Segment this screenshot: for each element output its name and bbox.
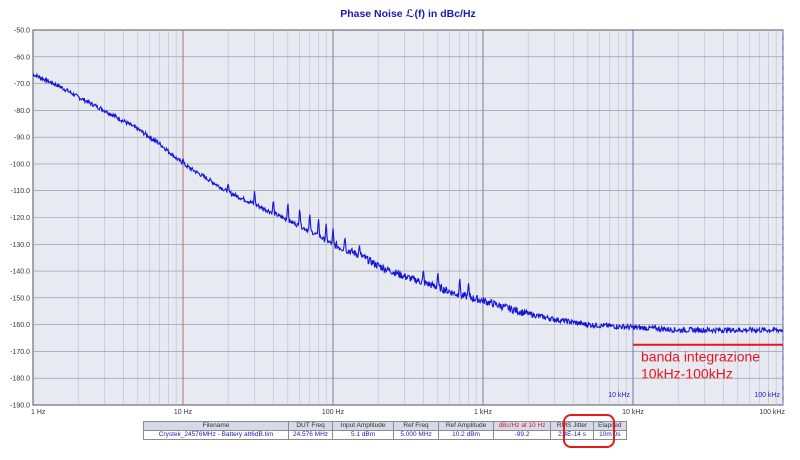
- y-tick-label: -130.0: [10, 242, 30, 249]
- y-tick-label: -120.0: [10, 215, 30, 222]
- annotation-line-1: banda integrazione: [641, 349, 760, 365]
- y-tick-label: -140.0: [10, 269, 30, 276]
- phase-noise-trace: [33, 72, 784, 335]
- y-tick-label: -100.0: [10, 161, 30, 168]
- header-dbc-at-10hz: dBc/Hz at 10 Hz: [493, 421, 552, 431]
- y-tick-label: -170.0: [10, 349, 30, 356]
- summary-value-row: Crystek_24576MHz - Battery att6dB.tim 24…: [143, 430, 627, 440]
- x-tick-label: 100 Hz: [322, 409, 345, 416]
- value-elapsed: 10m 0s: [593, 430, 627, 440]
- y-tick-label: -190.0: [10, 403, 30, 410]
- value-input-amplitude: 5.1 dBm: [332, 430, 395, 440]
- y-tick-label: -50.0: [14, 28, 30, 35]
- y-tick-label: -80.0: [14, 108, 30, 115]
- marker-label: 10 kHz: [608, 392, 630, 399]
- measurement-summary-table: Filename DUT Freq Input Amplitude Ref Fr…: [143, 421, 627, 440]
- x-tick-labels: 1 Hz 10 Hz 100 Hz 1 kHz 10 kHz 100 kHz: [31, 409, 785, 416]
- y-tick-label: -150.0: [10, 295, 30, 302]
- x-tick-label: 10 Hz: [174, 409, 193, 416]
- header-dut-freq: DUT Freq: [287, 421, 334, 431]
- annotation-line-2: 10kHz-100kHz: [641, 366, 733, 382]
- y-tick-label: -70.0: [14, 81, 30, 88]
- x-tick-label: 100 kHz: [759, 409, 785, 416]
- y-tick-label: -110.0: [11, 188, 30, 195]
- x-tick-label: 10 kHz: [622, 409, 644, 416]
- value-filename: Crystek_24576MHz - Battery att6dB.tim: [143, 430, 289, 440]
- summary-header-row: Filename DUT Freq Input Amplitude Ref Fr…: [143, 421, 627, 431]
- header-ref-amplitude: Ref Amplitude: [438, 421, 495, 431]
- y-tick-label: -90.0: [14, 135, 30, 142]
- rms-jitter-highlight: [563, 414, 615, 448]
- y-tick-label: -180.0: [10, 376, 30, 383]
- y-tick-label: -60.0: [14, 54, 30, 61]
- value-dut-freq: 24.576 MHz: [287, 430, 334, 440]
- value-rms-jitter: 2.4E-14 s: [550, 430, 595, 440]
- header-filename: Filename: [143, 421, 289, 431]
- y-tick-label: -160.0: [10, 322, 30, 329]
- x-tick-label: 1 Hz: [31, 409, 46, 416]
- marker-label: 100 kHz: [754, 392, 780, 399]
- y-tick-labels: -50.0 -60.0 -70.0 -80.0 -90.0 -100.0 -110.0 -12…: [10, 28, 30, 410]
- value-ref-freq: 5.000 MHz: [393, 430, 440, 440]
- value-ref-amplitude: 10.2 dBm: [438, 430, 495, 440]
- chart-title: Phase Noise ℒ(f) in dBc/Hz: [340, 8, 476, 20]
- frequency-markers: 10 kHz 100 kHz: [182, 30, 784, 405]
- header-ref-freq: Ref Freq: [393, 421, 440, 431]
- value-dbc-at-10hz: -99.2: [493, 430, 552, 440]
- grid: [33, 30, 783, 405]
- x-tick-label: 1 kHz: [474, 409, 492, 416]
- header-input-amplitude: Input Amplitude: [332, 421, 395, 431]
